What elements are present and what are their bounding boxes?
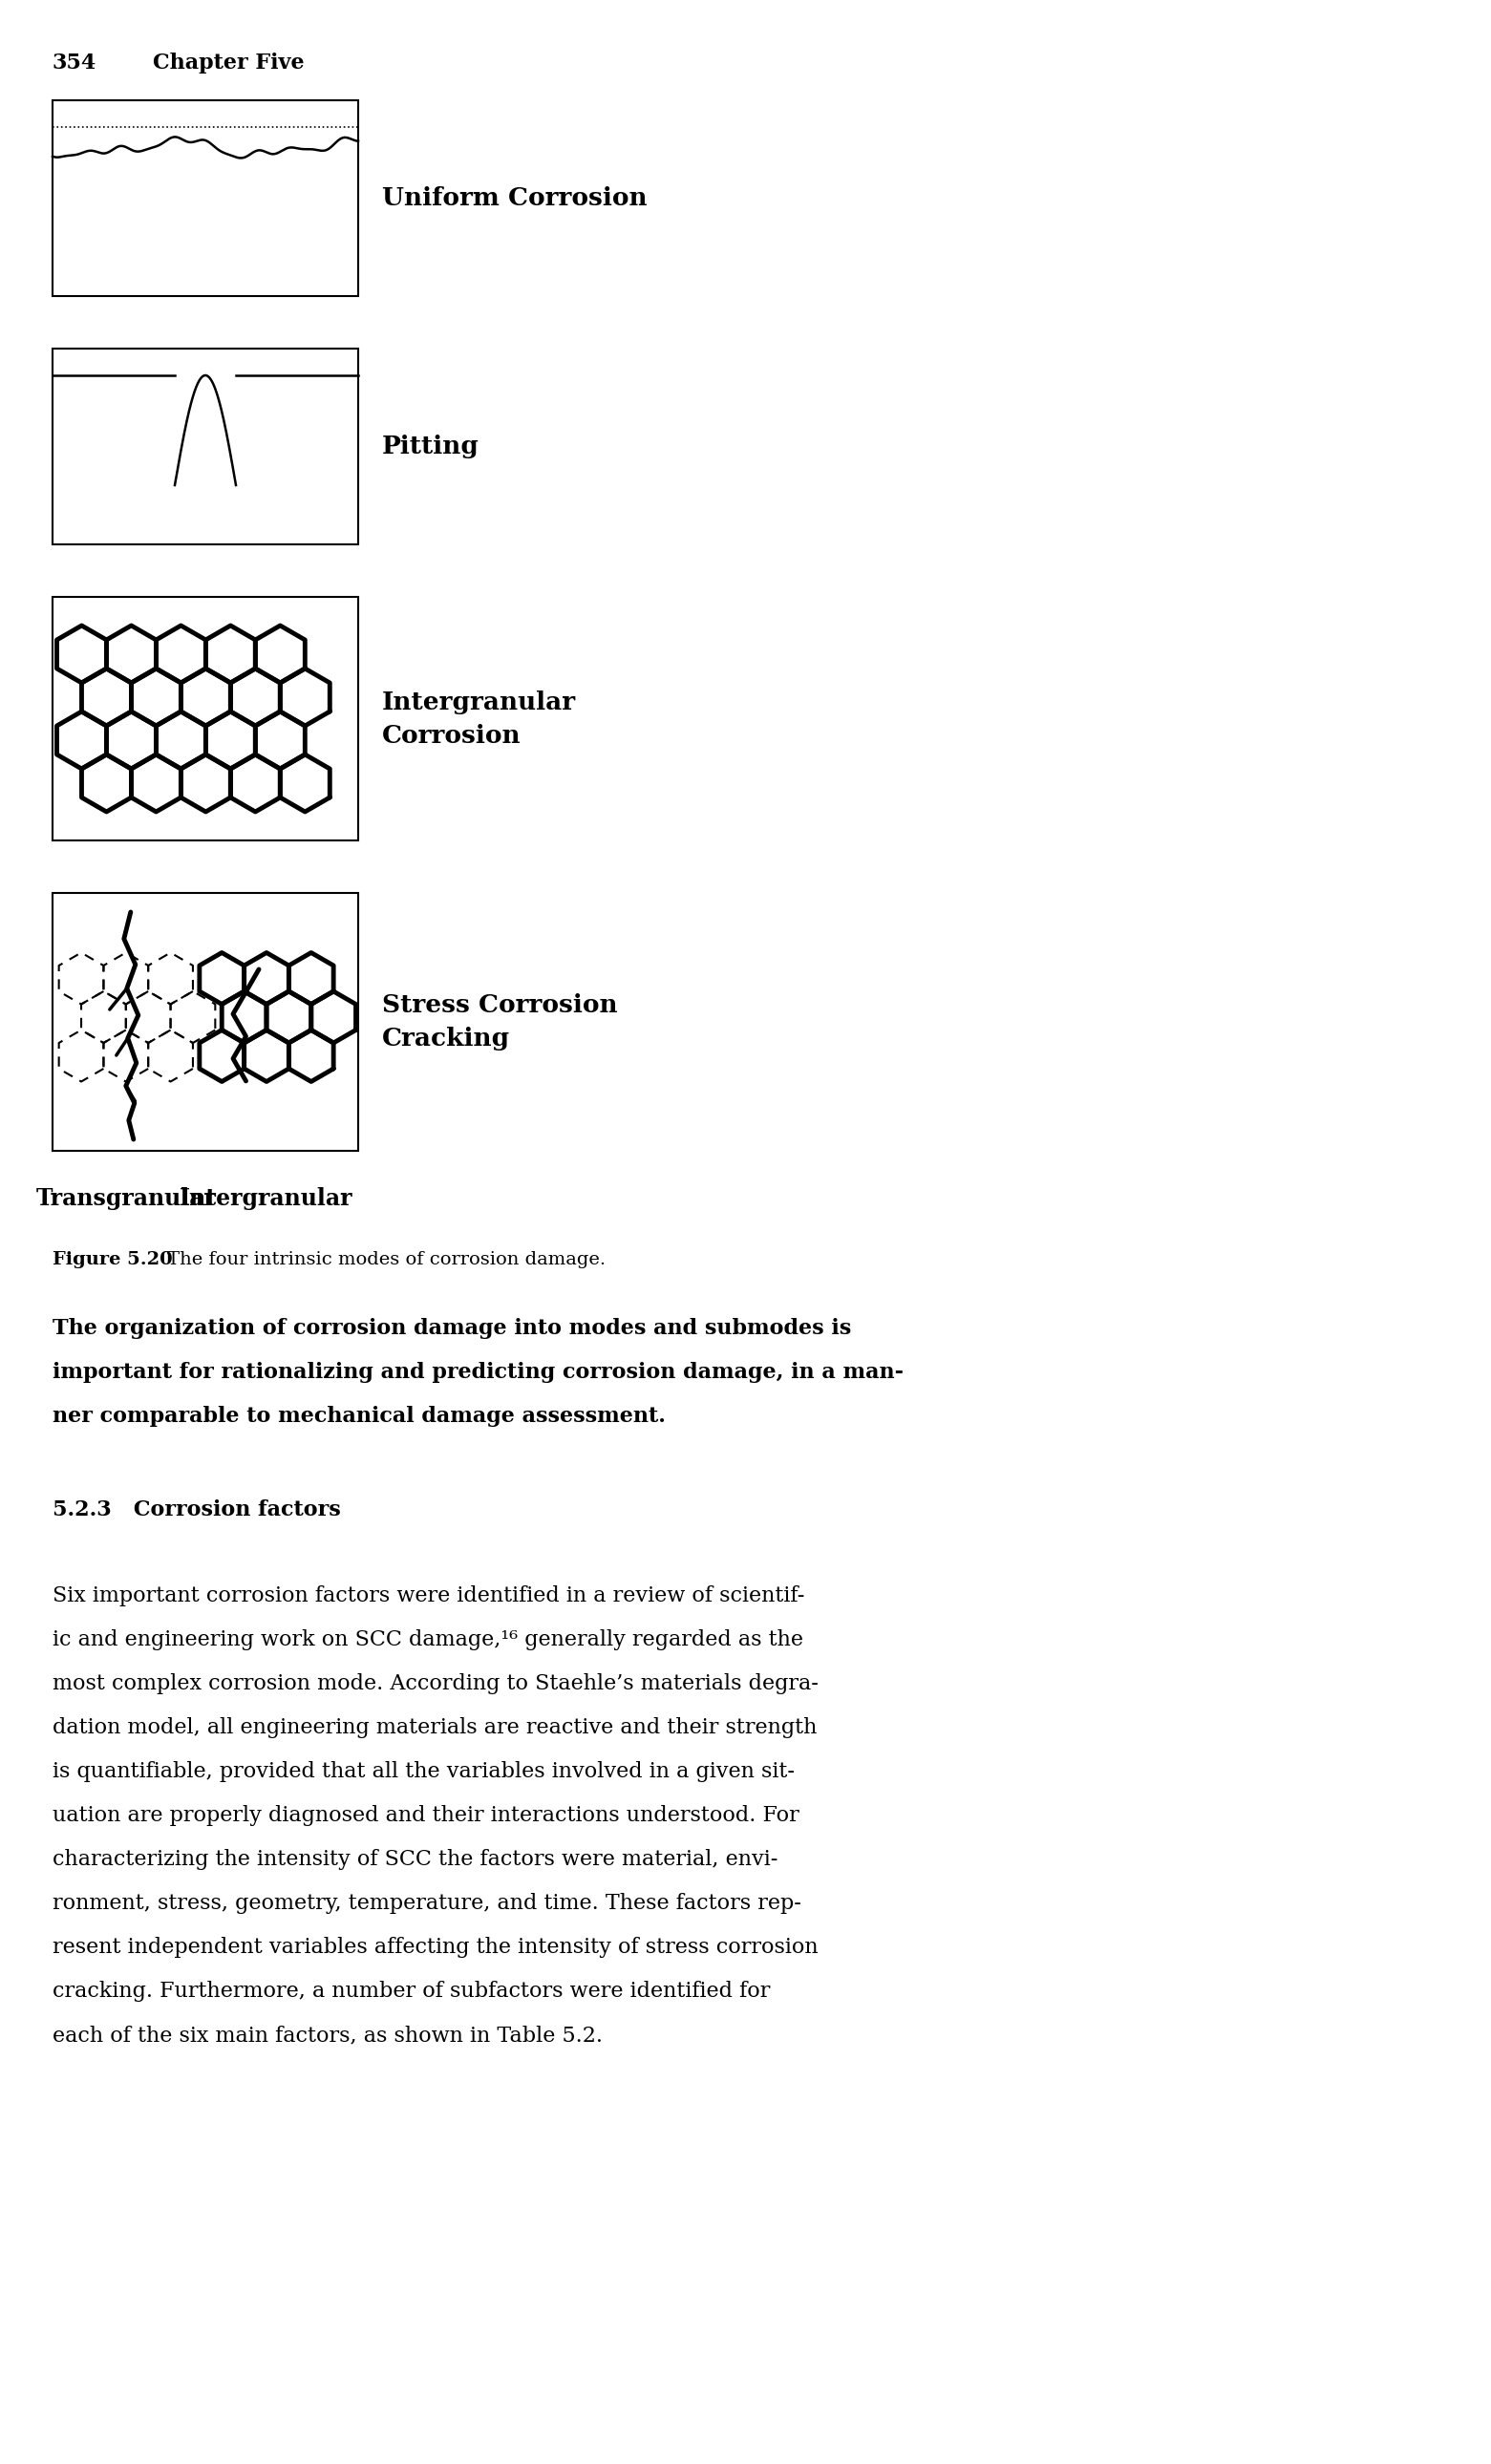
- Text: Uniform Corrosion: Uniform Corrosion: [382, 187, 647, 209]
- Text: resent independent variables affecting the intensity of stress corrosion: resent independent variables affecting t…: [52, 1937, 819, 1959]
- Text: important for rationalizing and predicting corrosion damage, in a man-: important for rationalizing and predicti…: [52, 1363, 904, 1382]
- Bar: [52, 347, 358, 545]
- Text: The organization of corrosion damage into modes and submodes is: The organization of corrosion damage int…: [52, 1318, 851, 1338]
- Text: Chapter Five: Chapter Five: [152, 52, 304, 74]
- Text: cracking. Furthermore, a number of subfactors were identified for: cracking. Furthermore, a number of subfa…: [52, 1981, 771, 2001]
- Text: The four intrinsic modes of corrosion damage.: The four intrinsic modes of corrosion da…: [167, 1252, 605, 1269]
- Text: each of the six main factors, as shown in Table 5.2.: each of the six main factors, as shown i…: [52, 2025, 602, 2045]
- Text: Six important corrosion factors were identified in a review of scientif-: Six important corrosion factors were ide…: [52, 1584, 805, 1607]
- Text: 5.2.3   Corrosion factors: 5.2.3 Corrosion factors: [52, 1501, 341, 1520]
- Text: most complex corrosion mode. According to Staehle’s materials degra-: most complex corrosion mode. According t…: [52, 1673, 819, 1695]
- Text: 354: 354: [52, 52, 97, 74]
- Bar: [52, 892, 358, 1151]
- Text: Transgranular: Transgranular: [36, 1188, 216, 1210]
- Text: Figure 5.20: Figure 5.20: [52, 1252, 173, 1269]
- Text: is quantifiable, provided that all the variables involved in a given sit-: is quantifiable, provided that all the v…: [52, 1762, 795, 1781]
- Bar: [52, 101, 358, 296]
- Text: ner comparable to mechanical damage assessment.: ner comparable to mechanical damage asse…: [52, 1407, 665, 1427]
- Text: characterizing the intensity of SCC the factors were material, envi-: characterizing the intensity of SCC the …: [52, 1848, 778, 1870]
- Text: ic and engineering work on SCC damage,¹⁶ generally regarded as the: ic and engineering work on SCC damage,¹⁶…: [52, 1629, 804, 1651]
- Text: Intergranular: Intergranular: [180, 1188, 353, 1210]
- Text: ronment, stress, geometry, temperature, and time. These factors rep-: ronment, stress, geometry, temperature, …: [52, 1892, 801, 1915]
- Text: dation model, all engineering materials are reactive and their strength: dation model, all engineering materials …: [52, 1717, 817, 1737]
- Bar: [52, 596, 358, 840]
- Text: Intergranular
Corrosion: Intergranular Corrosion: [382, 690, 576, 747]
- Text: uation are properly diagnosed and their interactions understood. For: uation are properly diagnosed and their …: [52, 1806, 799, 1826]
- Text: Stress Corrosion
Cracking: Stress Corrosion Cracking: [382, 993, 617, 1050]
- Text: Pitting: Pitting: [382, 434, 480, 458]
